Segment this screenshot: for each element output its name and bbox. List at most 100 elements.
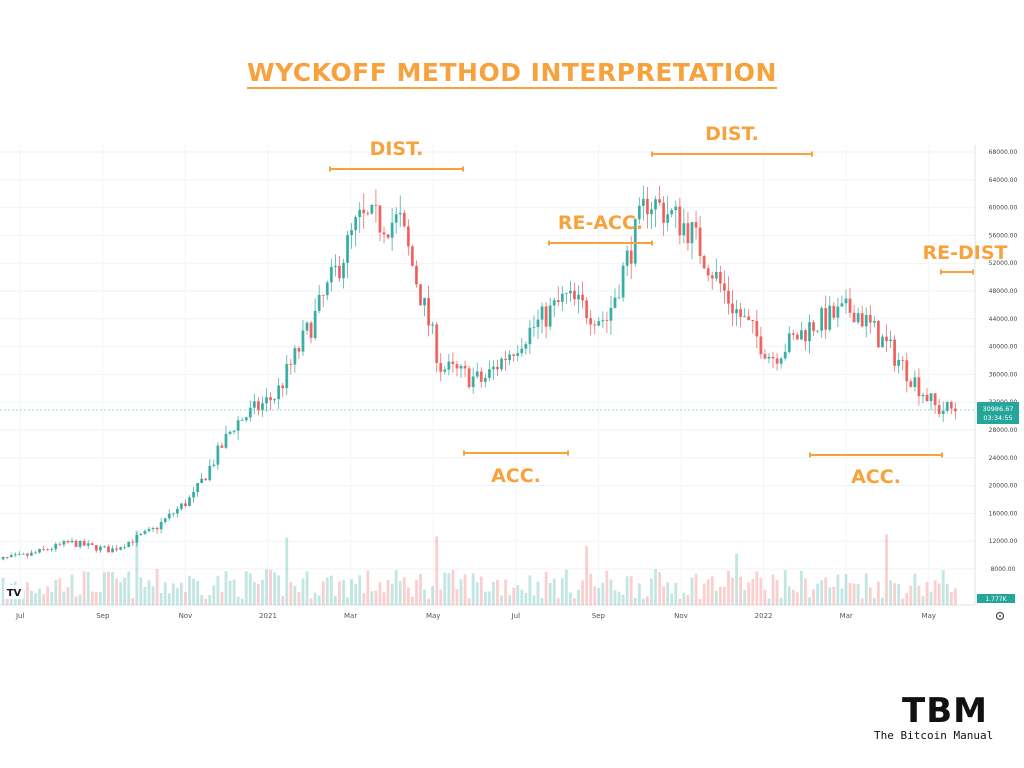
y-tick-label: 24000.00 <box>989 455 1018 462</box>
volume-bar <box>402 577 406 605</box>
volume-bar <box>265 569 268 605</box>
candle <box>621 262 625 302</box>
candle <box>524 341 528 355</box>
volume-bar <box>305 571 309 605</box>
volume-bar <box>382 592 386 605</box>
volume-bar <box>690 577 694 605</box>
candle <box>779 357 783 369</box>
candle <box>860 305 864 328</box>
volume-bar <box>820 580 824 605</box>
volume-bar <box>90 591 94 605</box>
candle <box>439 353 443 382</box>
candle <box>767 352 771 364</box>
candle <box>467 365 471 390</box>
volume-bar <box>346 597 349 605</box>
volume-bar <box>852 583 856 605</box>
candle <box>346 230 349 279</box>
candle <box>791 329 795 341</box>
volume-bar <box>512 587 516 605</box>
volume-bar <box>646 596 649 605</box>
volume-bar <box>767 598 771 605</box>
candle <box>370 203 374 215</box>
volume-bar <box>236 596 240 605</box>
annotation-dist: DIST. <box>329 138 464 172</box>
candle <box>889 330 892 348</box>
x-tick-label: May <box>922 612 936 620</box>
volume-bar <box>34 593 37 605</box>
candle <box>192 486 195 503</box>
candle <box>98 544 102 553</box>
volume-bar <box>479 576 483 605</box>
x-tick-label: Nov <box>674 612 688 620</box>
candle <box>269 392 272 410</box>
volume-bar <box>779 597 783 605</box>
y-tick-label: 52000.00 <box>989 260 1018 267</box>
volume-bar <box>86 571 90 605</box>
volume-bar <box>30 590 33 605</box>
volume-bar <box>601 582 605 605</box>
candle <box>544 302 548 339</box>
candle <box>512 353 516 362</box>
volume-bar <box>735 553 738 605</box>
candle <box>5 556 9 560</box>
volume-bar <box>119 582 123 605</box>
candle <box>678 197 682 245</box>
volume-bar <box>508 595 512 605</box>
volume-bar <box>743 590 747 605</box>
annotation-re-acc: RE-ACC. <box>548 212 653 246</box>
candle <box>309 320 313 344</box>
settings-gear-icon[interactable] <box>995 611 1005 621</box>
volume-bar <box>605 570 609 605</box>
y-tick-label: 44000.00 <box>989 316 1018 323</box>
tradingview-watermark: TV <box>4 585 24 599</box>
volume-bar <box>1 577 5 605</box>
volume-bar <box>864 573 868 605</box>
candle <box>94 544 98 553</box>
volume-bar <box>350 579 354 605</box>
volume-bar <box>751 578 755 605</box>
price-tag-price: 30986.67 <box>982 405 1013 413</box>
candle <box>463 360 467 378</box>
y-tick-label: 56000.00 <box>989 232 1018 239</box>
candle <box>795 332 799 340</box>
candle <box>175 506 179 518</box>
candle <box>58 542 62 547</box>
candle <box>893 335 897 372</box>
candle <box>281 382 285 397</box>
volume-bar <box>597 587 601 605</box>
candle <box>82 538 86 547</box>
candle <box>402 209 406 228</box>
volume-bar <box>139 577 143 605</box>
annotation-label: ACC. <box>851 466 901 488</box>
volume-bar <box>500 595 503 605</box>
candle <box>350 223 354 249</box>
volume-bar <box>670 593 674 605</box>
candle <box>70 537 74 543</box>
volume-bar <box>662 586 666 605</box>
annotation-label: DIST. <box>705 123 759 145</box>
volume-bar <box>188 575 191 605</box>
candle <box>277 377 281 410</box>
candle <box>293 344 297 373</box>
candle <box>406 219 410 256</box>
candle <box>123 544 127 550</box>
candle <box>66 539 70 544</box>
candle <box>155 526 159 534</box>
volume-bar <box>78 594 82 605</box>
volume-bar <box>269 569 272 605</box>
candlestick-series <box>1 185 957 561</box>
candle <box>382 226 386 244</box>
candle <box>42 545 46 552</box>
candle <box>443 366 447 375</box>
volume-bar <box>520 589 524 605</box>
candle <box>419 283 422 306</box>
candle <box>1 556 5 561</box>
volume-bar <box>678 598 682 605</box>
volume-bar <box>876 581 880 605</box>
candle <box>820 306 824 338</box>
volume-bar <box>147 580 151 605</box>
candle <box>552 297 556 318</box>
candle <box>808 314 811 354</box>
candle <box>398 195 402 228</box>
